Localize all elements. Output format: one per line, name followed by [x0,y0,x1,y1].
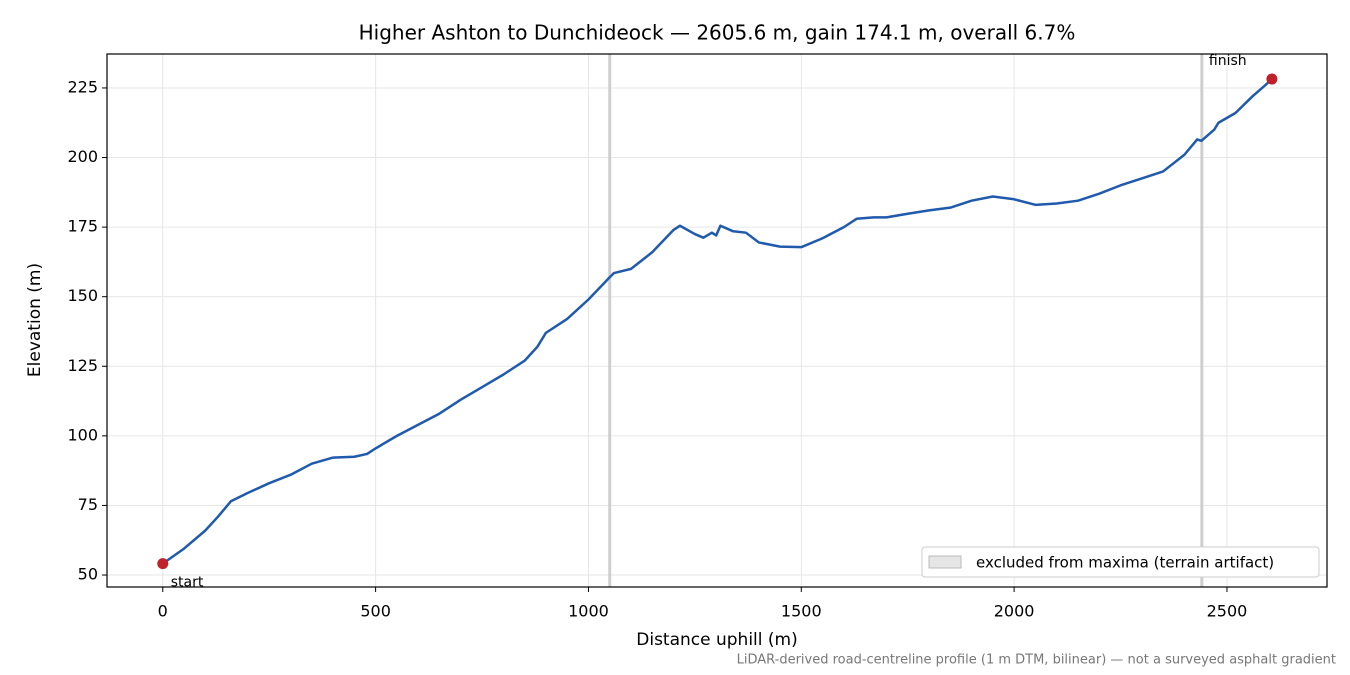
y-tick-label: 150 [67,286,98,305]
endpoint-label: start [171,575,204,591]
x-tick-label: 2500 [1207,602,1248,621]
endpoint-label: finish [1209,53,1247,69]
x-tick-label: 2000 [994,602,1035,621]
x-tick-label: 0 [158,602,168,621]
endpoint-marker [1266,73,1278,85]
x-tick-label: 1000 [568,602,609,621]
y-tick-label: 175 [67,217,98,236]
x-tick-label: 1500 [781,602,822,621]
legend-swatch [928,555,962,569]
y-tick-label: 50 [78,565,98,584]
legend-label: excluded from maxima (terrain artifact) [976,554,1274,572]
x-tick-label: 500 [360,602,391,621]
y-tick-label: 200 [67,147,98,166]
legend-box [921,546,1320,578]
chart-title: Higher Ashton to Dunchideock — 2605.6 m,… [359,21,1076,45]
footnote: LiDAR-derived road-centreline profile (1… [737,653,1336,668]
y-axis-label: Elevation (m) [25,263,45,377]
endpoint-marker [157,558,169,570]
y-tick-label: 125 [67,356,98,375]
y-tick-label: 100 [67,425,98,444]
y-tick-label: 225 [67,77,98,96]
elevation-line [162,78,1273,565]
x-axis-label: Distance uphill (m) [636,630,797,650]
y-tick-label: 75 [78,495,98,514]
plot-frame [106,53,1328,588]
